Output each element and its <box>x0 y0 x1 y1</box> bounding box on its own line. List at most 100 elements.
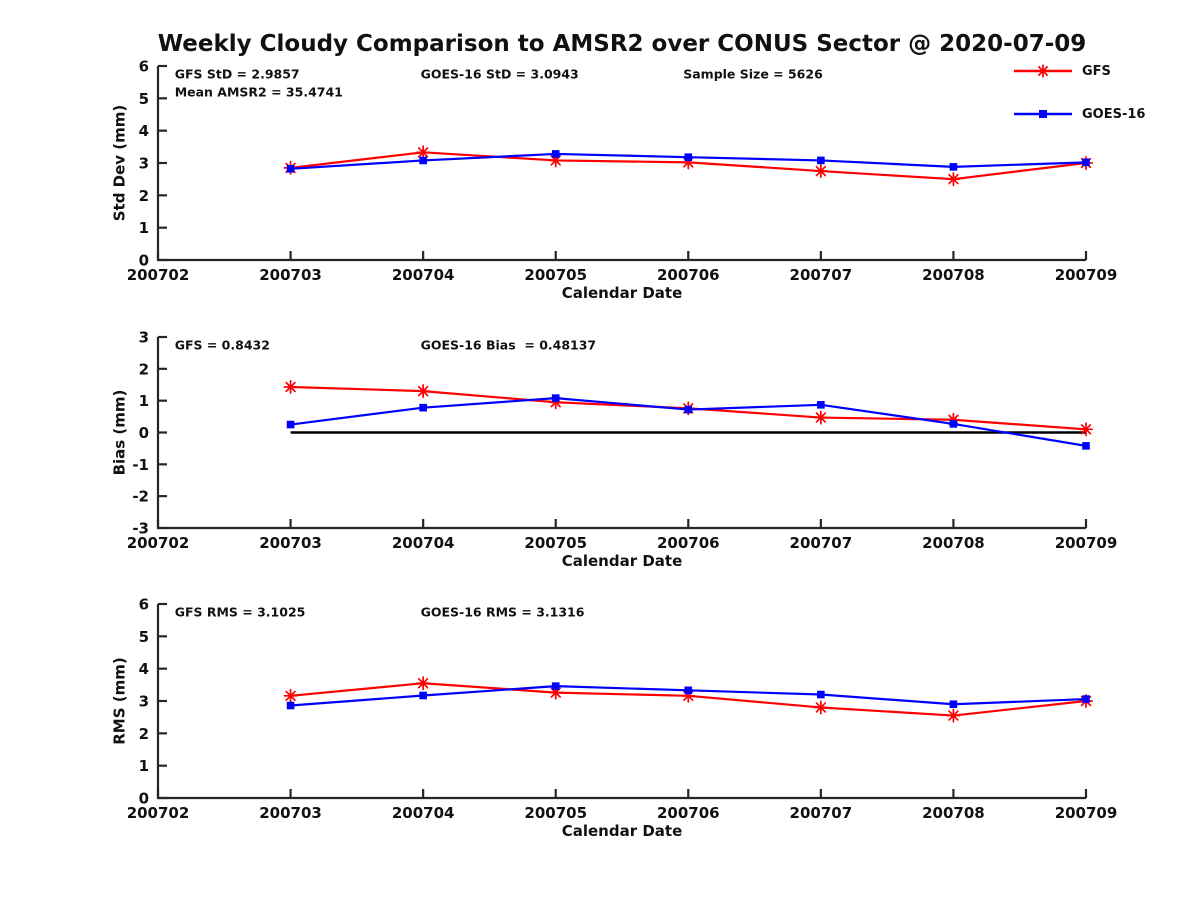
data-point-goes-16 <box>684 153 693 161</box>
x-tick-label: 200709 <box>1055 804 1118 822</box>
y-axis-label: Std Dev (mm) <box>111 105 129 222</box>
x-tick-label: 200704 <box>392 266 455 284</box>
data-point-goes-16 <box>419 403 427 412</box>
y-tick-label: 0 <box>139 790 149 808</box>
annotation: GFS = 0.8432 <box>175 338 270 353</box>
y-tick-label: 2 <box>139 360 149 378</box>
legend: GFS GOES-16 <box>1012 61 1145 124</box>
y-tick-label: 3 <box>139 155 149 173</box>
x-tick-label: 200702 <box>127 804 190 822</box>
x-axis-label: Calendar Date <box>562 284 683 302</box>
data-point-gfs <box>946 172 961 187</box>
data-point-gfs <box>416 676 431 691</box>
legend-item-gfs: GFS <box>1012 61 1145 81</box>
data-point-gfs <box>416 384 431 399</box>
y-tick-label: 5 <box>139 90 149 108</box>
legend-item-goes16: GOES-16 <box>1012 104 1145 124</box>
y-tick-label: 3 <box>139 693 149 711</box>
y-tick-label: 3 <box>139 329 149 347</box>
x-tick-label: 200706 <box>657 534 720 552</box>
data-point-gfs <box>681 155 696 170</box>
data-point-goes-16 <box>551 682 560 690</box>
data-point-gfs <box>813 164 828 179</box>
data-point-goes-16 <box>551 394 560 402</box>
data-point-goes-16 <box>817 401 825 409</box>
x-tick-label: 200702 <box>127 534 190 552</box>
data-point-goes-16 <box>286 701 295 710</box>
y-tick-label: 6 <box>139 58 149 76</box>
y-tick-label: 2 <box>139 725 149 743</box>
data-point-goes-16 <box>684 405 693 414</box>
y-tick-label: 0 <box>139 252 149 270</box>
data-point-gfs <box>416 145 431 160</box>
data-point-gfs <box>283 379 298 395</box>
chart-title: Weekly Cloudy Comparison to AMSR2 over C… <box>157 31 1087 57</box>
data-point-goes-16 <box>551 150 560 158</box>
data-point-goes-16 <box>419 691 427 700</box>
y-tick-label: 1 <box>139 392 149 410</box>
x-tick-label: 200703 <box>259 534 322 552</box>
y-tick-label: 0 <box>139 424 149 442</box>
y-tick-label: -1 <box>132 456 149 474</box>
x-tick-label: 200709 <box>1055 266 1118 284</box>
data-point-gfs <box>1078 422 1094 437</box>
data-point-goes-16 <box>419 156 427 165</box>
x-tick-label: 200705 <box>524 266 587 284</box>
data-point-goes-16 <box>949 700 958 709</box>
annotation: Sample Size = 5626 <box>683 67 823 82</box>
annotation: GFS RMS = 3.1025 <box>175 605 306 620</box>
y-tick-label: -3 <box>132 520 149 538</box>
y-tick-label: 2 <box>139 187 149 205</box>
data-point-goes-16 <box>286 165 295 173</box>
y-axis-label: RMS (mm) <box>111 657 129 744</box>
x-tick-label: 200707 <box>790 804 853 822</box>
x-tick-label: 200707 <box>790 266 853 284</box>
data-point-gfs <box>548 685 563 700</box>
annotation: GOES-16 RMS = 3.1316 <box>421 605 585 620</box>
x-tick-label: 200704 <box>392 804 455 822</box>
data-point-goes-16 <box>817 690 825 699</box>
y-tick-label: 6 <box>139 596 149 614</box>
data-point-goes-16 <box>286 420 295 429</box>
x-tick-label: 200706 <box>657 804 720 822</box>
x-tick-label: 200703 <box>259 266 322 284</box>
data-point-goes-16 <box>1082 695 1090 703</box>
y-axis-label: Bias (mm) <box>111 390 129 476</box>
data-point-gfs <box>283 688 298 703</box>
x-tick-label: 200708 <box>922 804 985 822</box>
x-tick-label: 200704 <box>392 534 455 552</box>
x-tick-label: 200702 <box>127 266 190 284</box>
square-marker-icon <box>1039 110 1047 118</box>
data-point-gfs <box>548 395 563 410</box>
y-tick-label: 1 <box>139 757 149 775</box>
data-point-goes-16 <box>949 163 958 171</box>
data-point-goes-16 <box>1082 158 1090 167</box>
y-tick-label: -2 <box>132 488 149 506</box>
x-tick-label: 200709 <box>1055 534 1118 552</box>
data-point-goes-16 <box>684 686 693 695</box>
x-tick-label: 200708 <box>922 266 985 284</box>
data-point-goes-16 <box>817 156 825 165</box>
data-point-gfs <box>813 700 828 715</box>
data-point-gfs <box>813 410 828 425</box>
x-tick-label: 200708 <box>922 534 985 552</box>
goes16-legend-swatch <box>1014 110 1072 118</box>
legend-label-gfs: GFS <box>1082 63 1111 79</box>
data-point-goes-16 <box>949 420 958 428</box>
x-tick-label: 200705 <box>524 534 587 552</box>
data-point-gfs <box>681 688 696 703</box>
annotation: GFS StD = 2.9857 <box>175 67 300 82</box>
data-point-goes-16 <box>1082 442 1090 450</box>
x-tick-label: 200703 <box>259 804 322 822</box>
gfs-legend-swatch <box>1014 64 1072 78</box>
y-tick-label: 4 <box>139 660 149 678</box>
annotation: GOES-16 Bias = 0.48137 <box>421 338 597 353</box>
annotation: GOES-16 StD = 3.0943 <box>421 67 579 82</box>
legend-label-goes16: GOES-16 <box>1082 106 1146 122</box>
data-point-gfs <box>548 153 563 168</box>
x-axis-label: Calendar Date <box>562 822 683 840</box>
y-tick-label: 4 <box>139 122 149 140</box>
x-tick-label: 200707 <box>790 534 853 552</box>
